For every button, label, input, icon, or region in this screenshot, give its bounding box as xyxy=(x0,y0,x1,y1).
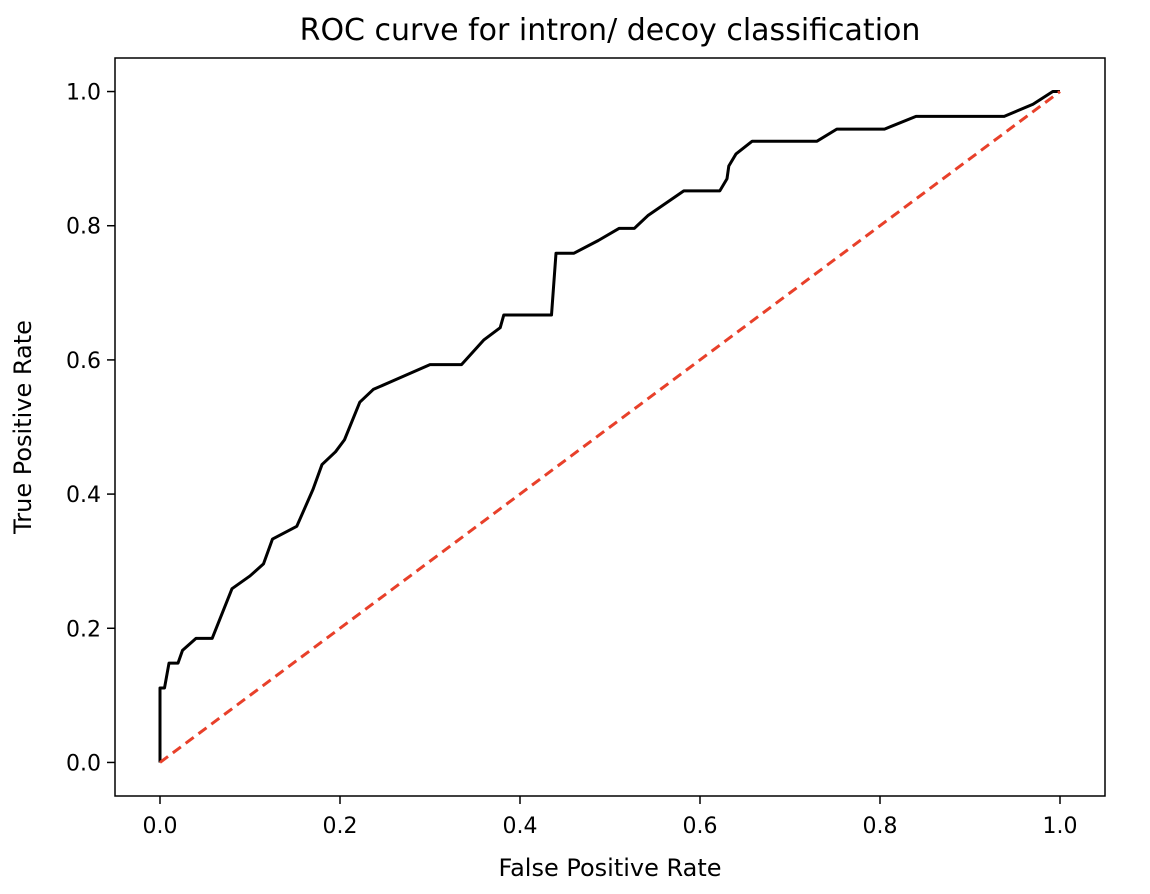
y-tick-label: 1.0 xyxy=(66,81,101,106)
y-tick-label: 0.8 xyxy=(66,215,101,240)
y-axis-ticks: 0.0 0.2 0.4 0.6 0.8 1.0 xyxy=(66,81,115,776)
x-tick-label: 0.0 xyxy=(143,814,178,839)
plot-area xyxy=(114,57,1106,797)
y-tick-label: 0.0 xyxy=(66,751,101,776)
roc-curve-line xyxy=(158,90,1060,763)
y-tick-label: 0.4 xyxy=(66,483,101,508)
x-tick-label: 1.0 xyxy=(1043,814,1078,839)
x-tick-label: 0.2 xyxy=(323,814,358,839)
chart-title: ROC curve for intron/ decoy classificati… xyxy=(300,13,921,48)
x-tick-label: 0.8 xyxy=(863,814,898,839)
series-layer xyxy=(158,90,1061,764)
y-tick-label: 0.6 xyxy=(66,349,101,374)
chance-diagonal-line xyxy=(159,90,1061,764)
plot-frame xyxy=(114,57,1106,797)
x-axis-label: False Positive Rate xyxy=(498,854,721,882)
x-axis-ticks: 0.0 0.2 0.4 0.6 0.8 1.0 xyxy=(143,796,1078,839)
y-tick-label: 0.2 xyxy=(66,617,101,642)
x-tick-label: 0.4 xyxy=(503,814,538,839)
x-tick-label: 0.6 xyxy=(683,814,718,839)
y-axis-label: True Positive Rate xyxy=(9,320,37,535)
